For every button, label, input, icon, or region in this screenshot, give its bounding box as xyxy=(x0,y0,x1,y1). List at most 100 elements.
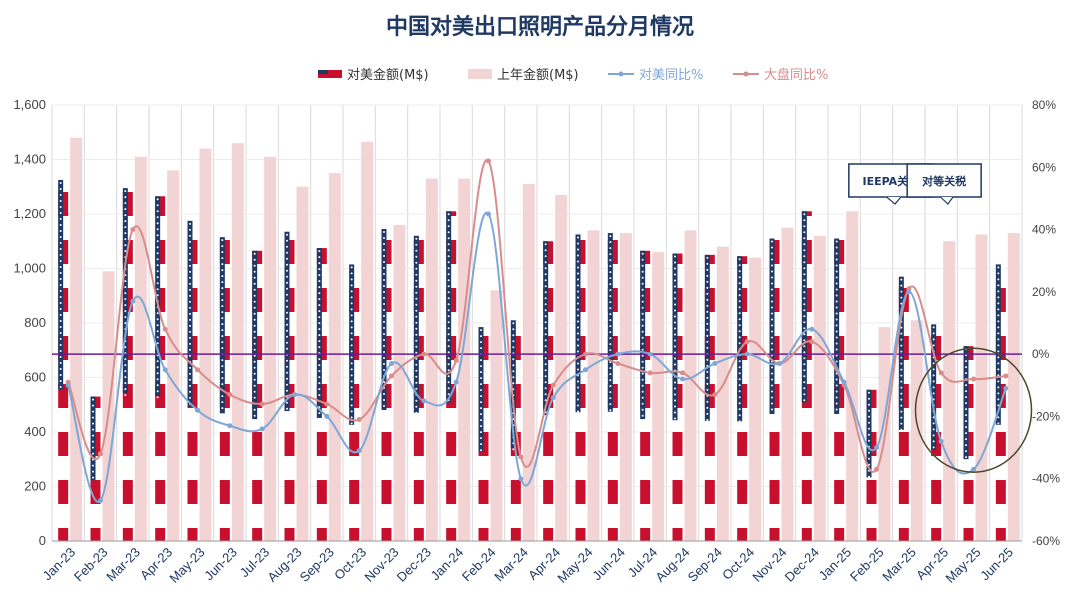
yoy-lines xyxy=(65,158,1009,504)
point-1-Jan-25 xyxy=(841,379,847,385)
chart-title: 中国对美出口照明产品分月情况 xyxy=(386,14,694,40)
point-1-Mar-24 xyxy=(518,476,524,482)
legend-item-0: 对美金额(M$) xyxy=(318,67,429,83)
bar-current-Feb-23 xyxy=(90,396,101,541)
x-tick-Aug-23: Aug-23 xyxy=(264,545,304,585)
y-right-tick: -20% xyxy=(1032,409,1060,423)
y-right-tick: 80% xyxy=(1032,98,1056,112)
bar-prev-Jun-25 xyxy=(1007,233,1020,541)
y-left-tick: 600 xyxy=(24,370,46,385)
point-1-Oct-24 xyxy=(744,351,750,357)
point-1-Nov-23 xyxy=(389,360,394,366)
bar-prev-May-23 xyxy=(199,148,212,541)
point-1-Sep-23 xyxy=(324,413,330,419)
point-0-Feb-23 xyxy=(98,451,103,457)
point-1-Apr-24 xyxy=(550,395,556,401)
x-tick-Nov-23: Nov-23 xyxy=(361,545,401,585)
bar-current-Sep-24 xyxy=(704,254,715,541)
y-right-tick: -40% xyxy=(1032,472,1060,486)
bar-prev-Jul-24 xyxy=(652,252,665,541)
bar-prev-Sep-23 xyxy=(328,173,341,541)
y-left-tick: 1,400 xyxy=(13,152,46,167)
point-1-May-24 xyxy=(583,367,588,373)
y-right-tick: -60% xyxy=(1032,534,1060,548)
bar-prev-Apr-25 xyxy=(943,241,956,541)
highlight-ellipse xyxy=(914,347,1033,473)
point-0-Dec-23 xyxy=(421,351,427,357)
point-0-Aug-24 xyxy=(680,370,685,376)
bar-prev-May-25 xyxy=(975,234,988,541)
point-1-May-23 xyxy=(195,407,200,413)
point-0-Apr-23 xyxy=(162,326,168,332)
bar-prev-Aug-24 xyxy=(684,230,697,541)
y-left-tick: 400 xyxy=(24,424,46,439)
point-0-Mar-24 xyxy=(518,454,524,460)
legend-label-2: 对美同比% xyxy=(639,68,703,83)
point-1-Apr-25 xyxy=(938,438,944,444)
current-bars xyxy=(58,179,1006,542)
x-tick-Mar-23: Mar-23 xyxy=(103,545,143,585)
x-tick-Jan-23: Jan-23 xyxy=(40,545,79,584)
x-tick-Feb-23: Feb-23 xyxy=(71,545,111,585)
point-0-Sep-24 xyxy=(712,392,718,398)
series-line-1 xyxy=(65,211,1009,504)
y-left-tick: 1,600 xyxy=(13,97,46,112)
bar-current-Aug-24 xyxy=(672,253,683,541)
bar-current-May-25 xyxy=(963,346,974,541)
bar-current-Jul-24 xyxy=(640,250,651,541)
gridlines xyxy=(51,104,1023,542)
svg-text:IEEPA关税: IEEPA关税 xyxy=(862,174,919,188)
point-0-Jul-24 xyxy=(647,370,653,376)
bar-current-Jan-23 xyxy=(58,179,69,541)
bar-prev-Feb-24 xyxy=(490,290,503,541)
bar-current-Dec-24 xyxy=(801,211,812,541)
legend-item-2: 对美同比% xyxy=(608,68,703,83)
bar-prev-Dec-24 xyxy=(813,235,826,542)
x-tick-Mar-25: Mar-25 xyxy=(879,545,919,585)
x-tick-Feb-25: Feb-25 xyxy=(847,545,887,585)
point-1-Jul-23 xyxy=(259,426,265,432)
bar-current-May-24 xyxy=(575,234,586,541)
point-0-Nov-23 xyxy=(389,373,394,379)
y-left-tick: 800 xyxy=(24,315,46,330)
legend-item-3: 大盘同比% xyxy=(733,67,828,83)
point-0-Jun-24 xyxy=(615,360,621,366)
point-0-Oct-23 xyxy=(356,417,362,423)
legend-label-0: 对美金额(M$) xyxy=(347,67,429,83)
legend-label-1: 上年金额(M$) xyxy=(497,67,579,83)
point-0-Jan-24 xyxy=(453,357,459,363)
svg-text:对等关税: 对等关税 xyxy=(922,174,966,188)
x-tick-Sep-24: Sep-24 xyxy=(685,545,725,585)
bar-prev-Jun-24 xyxy=(619,233,632,541)
point-1-Feb-25 xyxy=(874,445,879,451)
y-right-tick: 0% xyxy=(1032,347,1050,361)
x-tick-Dec-24: Dec-24 xyxy=(782,545,822,585)
bar-prev-Nov-23 xyxy=(393,224,406,541)
point-1-Jan-24 xyxy=(453,379,459,385)
x-tick-Jun-24: Jun-24 xyxy=(589,545,628,584)
bar-prev-Mar-24 xyxy=(522,184,535,541)
point-1-Nov-24 xyxy=(777,360,782,366)
bar-current-Feb-24 xyxy=(478,327,489,541)
point-0-Apr-24 xyxy=(550,382,556,388)
x-tick-Aug-24: Aug-24 xyxy=(652,545,692,585)
bar-current-Mar-23 xyxy=(122,188,133,542)
bar-prev-Mar-23 xyxy=(134,156,147,541)
x-tick-Nov-24: Nov-24 xyxy=(749,545,789,585)
point-0-Oct-24 xyxy=(744,339,750,345)
point-1-Jul-24 xyxy=(647,351,653,357)
y-left-tick: 1,000 xyxy=(13,261,46,276)
bar-prev-Sep-24 xyxy=(716,246,729,541)
x-tick-Jan-24: Jan-24 xyxy=(428,545,467,584)
y-left-tick: 1,200 xyxy=(13,206,46,221)
bar-prev-Jan-24 xyxy=(458,178,471,541)
point-0-Jul-23 xyxy=(259,401,265,407)
series-line-0 xyxy=(65,158,1009,473)
point-0-Dec-24 xyxy=(809,339,815,345)
bar-current-Apr-24 xyxy=(543,241,554,541)
x-tick-Dec-23: Dec-23 xyxy=(394,545,434,585)
point-0-Mar-23 xyxy=(130,227,136,233)
bar-prev-Jun-23 xyxy=(231,143,244,541)
legend: 对美金额(M$) 上年金额(M$) 对美同比% 大盘同比% xyxy=(318,67,828,83)
